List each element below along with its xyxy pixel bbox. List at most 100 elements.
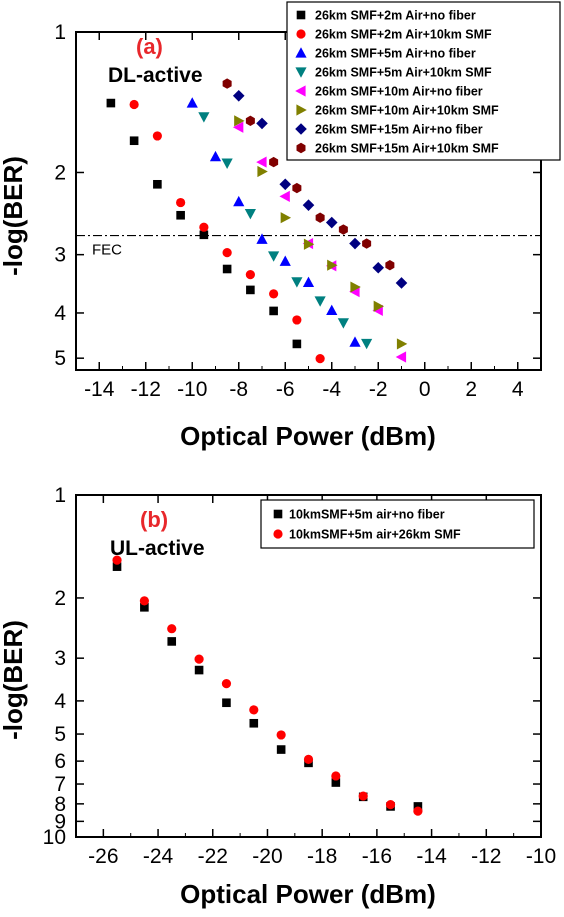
data-point	[302, 199, 315, 211]
series-1	[112, 562, 423, 811]
data-point	[413, 802, 423, 811]
data-point	[331, 771, 341, 781]
series-2	[129, 99, 325, 364]
y-tick-label: 3	[54, 244, 66, 267]
legend: 26km SMF+2m Air+no fiber 26km SMF+2m Air+…	[286, 1, 561, 161]
x-tick-label: 0	[419, 378, 431, 401]
data-point	[350, 281, 361, 293]
panel-annotation: UL-active	[110, 537, 205, 560]
data-point	[269, 156, 279, 168]
data-point	[256, 156, 267, 168]
data-point	[413, 806, 423, 816]
data-point	[249, 705, 259, 715]
chart-panel-a: -14 -12 -10 -8 -6 -4 -2 0 2 4 1 2 3 4 5 Optical Power (…	[0, 1, 561, 451]
data-point	[153, 179, 162, 189]
x-tick-label: -6	[276, 378, 295, 401]
data-point	[349, 237, 361, 250]
data-point	[291, 277, 303, 288]
x-tick-label: -10	[177, 378, 207, 401]
data-point	[395, 277, 408, 289]
data-point	[362, 238, 372, 249]
data-point	[279, 255, 291, 266]
x-tick-label: -14	[416, 845, 447, 868]
data-point	[234, 115, 245, 127]
data-point	[256, 117, 268, 130]
legend-marker	[296, 29, 306, 39]
data-point	[249, 718, 259, 728]
x-tick-label: 2	[465, 378, 477, 401]
legend-marker	[295, 67, 307, 78]
data-point	[358, 791, 368, 801]
legend-entry: 26km SMF+5m Air+no fiber	[315, 47, 476, 61]
data-point	[280, 212, 292, 224]
y-tick-label: 2	[54, 587, 66, 610]
data-point	[385, 799, 396, 810]
legend-marker	[295, 85, 306, 97]
x-tick-label: -14	[84, 378, 115, 401]
legend-marker	[296, 142, 306, 154]
data-point	[338, 224, 348, 235]
legend-entry: 26km SMF+15m Air+no fiber	[315, 123, 483, 137]
legend-box	[286, 1, 561, 161]
data-point	[167, 637, 177, 646]
legend-entry: 10kmSMF+5m air+no fiber	[289, 508, 445, 522]
data-point	[222, 698, 231, 708]
data-point	[112, 562, 122, 571]
data-point	[221, 158, 233, 169]
x-tick-label: -8	[229, 378, 248, 401]
data-point	[292, 339, 302, 349]
data-point	[279, 178, 292, 191]
x-tick-label: -24	[143, 845, 174, 868]
data-point	[233, 195, 245, 207]
data-point	[222, 248, 232, 258]
y-tick-label: 2	[54, 161, 66, 184]
data-point	[303, 754, 314, 764]
series-2	[112, 555, 423, 816]
y-tick-label: 5	[54, 347, 66, 370]
data-point	[176, 197, 186, 208]
data-point	[194, 654, 204, 664]
y-tick-label: 3	[54, 647, 66, 670]
data-point	[209, 150, 222, 162]
x-tick-label: -18	[307, 845, 337, 868]
data-point	[152, 131, 162, 141]
y-tick-label: 10	[43, 826, 66, 849]
legend-entry: 26km SMF+2m Air+no fiber	[315, 9, 476, 23]
data-point	[292, 315, 302, 325]
x-tick-label: -20	[252, 845, 282, 868]
legend-entry: 26km SMF+15m Air+10km SMF	[315, 142, 499, 156]
data-point	[199, 230, 209, 240]
data-point	[256, 233, 268, 244]
series-7	[232, 90, 408, 289]
data-point	[232, 90, 245, 102]
y-tick-label: 4	[54, 302, 66, 325]
y-tick-label: 7	[54, 773, 66, 796]
y-axis-title: -log(BER)	[0, 620, 28, 740]
data-point	[314, 296, 326, 307]
data-point	[372, 261, 385, 274]
x-tick-label: -4	[322, 378, 341, 401]
data-point	[395, 351, 407, 363]
series-4	[198, 112, 373, 350]
data-point	[349, 336, 361, 347]
data-point	[129, 99, 139, 110]
x-axis-title: Optical Power (dBm)	[180, 879, 436, 909]
x-tick-label: -12	[471, 845, 501, 868]
data-point	[276, 745, 286, 754]
legend-box	[260, 499, 535, 549]
y-tick-label: 1	[54, 484, 66, 507]
series-3	[186, 97, 361, 347]
data-point	[129, 136, 139, 146]
x-tick-label: -22	[198, 845, 228, 868]
legend: 10kmSMF+5m air+no fiber 10kmSMF+5m air+26…	[260, 499, 535, 549]
data-point	[140, 603, 149, 612]
data-point	[221, 678, 232, 689]
data-point	[199, 222, 209, 232]
panel-label: (b)	[140, 507, 168, 532]
x-tick-label: -12	[131, 378, 161, 401]
y-tick-label: 1	[54, 21, 66, 44]
data-point	[396, 338, 408, 350]
legend-entry: 26km SMF+10m Air+10km SMF	[315, 104, 499, 118]
panel-annotation: DL-active	[108, 64, 203, 87]
